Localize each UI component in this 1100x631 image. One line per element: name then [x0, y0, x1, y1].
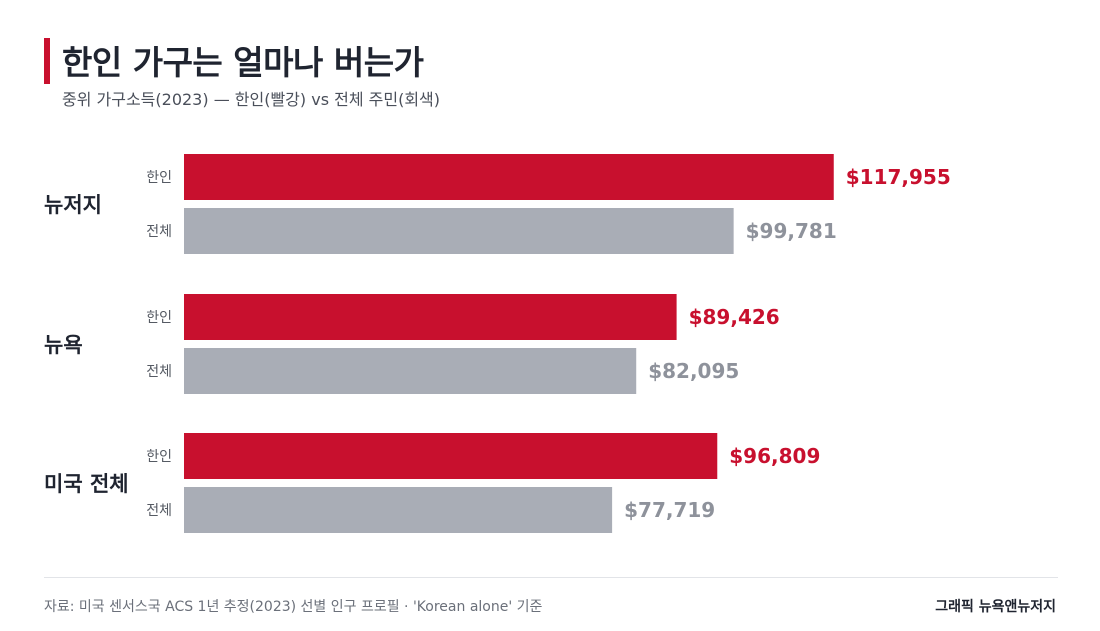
value-label: $117,955 — [846, 165, 951, 189]
bar-total — [184, 208, 734, 254]
series-label: 전체 — [146, 364, 172, 380]
chart-title: 한인 가구는 얼마나 버는가 — [62, 43, 424, 82]
category-label: 뉴욕 — [44, 333, 83, 357]
series-label: 한인 — [146, 170, 172, 186]
value-label: $82,095 — [648, 359, 739, 383]
bar-korean — [184, 294, 677, 340]
title-accent-bar — [44, 38, 50, 84]
bar-korean — [184, 433, 718, 479]
category-label: 뉴저지 — [44, 193, 102, 217]
value-label: $89,426 — [689, 305, 780, 329]
series-label: 전체 — [146, 503, 172, 519]
bar-korean — [184, 154, 834, 200]
chart-subtitle: 중위 가구소득(2023) — 한인(빨강) vs 전체 주민(회색) — [62, 90, 441, 109]
bar-total — [184, 487, 613, 533]
series-label: 한인 — [146, 449, 172, 465]
bar-total — [184, 348, 637, 394]
series-label: 전체 — [146, 224, 172, 240]
series-label: 한인 — [146, 310, 172, 326]
value-label: $77,719 — [624, 498, 715, 522]
category-label: 미국 전체 — [44, 472, 129, 496]
footer-divider — [44, 577, 1058, 578]
graphic-credit: 그래픽 뉴욕앤뉴저지 — [935, 599, 1056, 615]
source-note: 자료: 미국 센서스국 ACS 1년 추정(2023) 선별 인구 프로필 · … — [44, 599, 543, 615]
value-label: $99,781 — [746, 219, 837, 243]
value-label: $96,809 — [729, 444, 820, 468]
